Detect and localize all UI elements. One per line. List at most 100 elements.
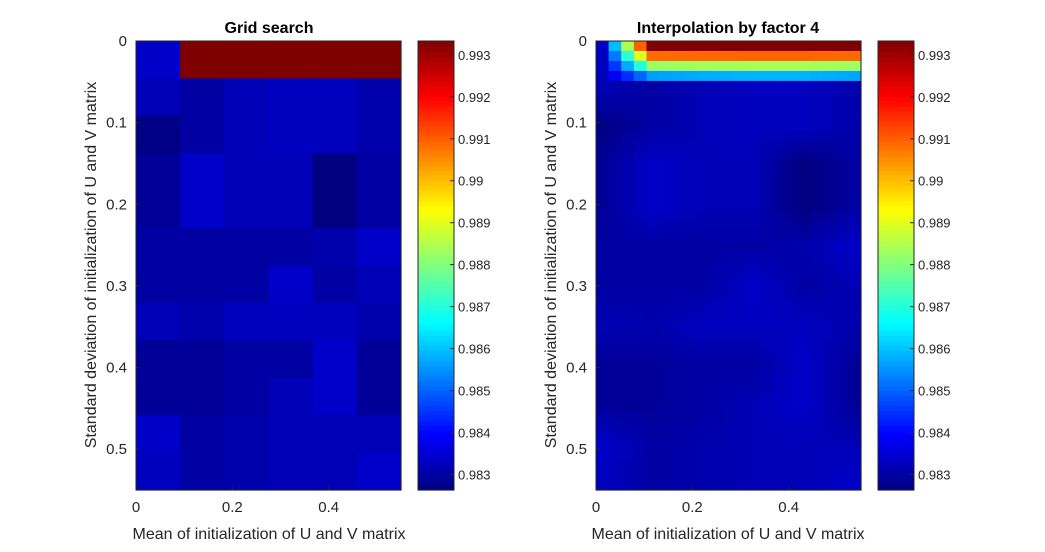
heatmap-cell <box>747 140 761 152</box>
heatmap-cell <box>760 430 774 441</box>
heatmap-cell <box>734 70 749 82</box>
heatmap-cell <box>224 190 270 229</box>
heatmap-cell <box>608 80 622 92</box>
heatmap-cell <box>810 120 824 132</box>
heatmap-cell <box>621 310 635 321</box>
heatmap-cell <box>722 70 736 82</box>
colorbar-segment <box>418 440 454 446</box>
heatmap-cell <box>659 380 673 391</box>
heatmap-cell <box>797 300 812 311</box>
heatmap-cell <box>772 470 786 481</box>
heatmap-cell <box>684 420 698 431</box>
heatmap-cell <box>596 50 610 62</box>
heatmap-cell <box>659 430 673 441</box>
heatmap-cell <box>835 430 849 441</box>
heatmap-cell <box>760 80 774 92</box>
heatmap-cell <box>785 280 799 292</box>
heatmap-cell <box>646 330 660 341</box>
heatmap-cell <box>823 80 837 92</box>
heatmap-cell <box>356 78 402 117</box>
heatmap-cell <box>835 170 849 182</box>
heatmap-cell <box>696 340 711 351</box>
heatmap-cell <box>596 370 610 381</box>
heatmap-cell <box>797 330 812 341</box>
heatmap-cell <box>734 310 749 321</box>
heatmap-cell <box>772 310 786 321</box>
heatmap-cell <box>835 330 849 341</box>
colorbar-segment <box>878 330 914 336</box>
heatmap-cell <box>312 190 358 229</box>
heatmap-cell <box>621 70 635 82</box>
colorbar-segment <box>878 360 914 366</box>
heatmap-cell <box>760 200 774 212</box>
heatmap-cell <box>671 110 685 122</box>
heatmap-cell <box>760 100 774 112</box>
heatmap-cell <box>747 80 761 92</box>
heatmap-cell <box>596 90 610 102</box>
colorbar-segment <box>418 55 454 62</box>
colorbar-segment <box>878 345 914 351</box>
heatmap-cell <box>696 190 711 202</box>
heatmap-cell <box>747 130 761 142</box>
heatmap-cell <box>797 240 812 252</box>
colorbar-tick-label: 0.986 <box>458 342 491 357</box>
heatmap-cell <box>722 50 736 62</box>
heatmap-cell <box>608 410 622 421</box>
heatmap-cell <box>848 100 862 112</box>
heatmap-cell <box>848 190 862 202</box>
heatmap-cell <box>136 190 181 229</box>
heatmap-cell <box>621 170 635 182</box>
heatmap-cell <box>608 90 622 102</box>
heatmap-cell <box>747 470 761 481</box>
heatmap-cell <box>760 170 774 182</box>
heatmap-cell <box>823 470 837 481</box>
heatmap-cell <box>785 160 799 172</box>
heatmap-cell <box>646 160 660 172</box>
heatmap-cell <box>596 300 610 311</box>
heatmap-cell <box>633 90 648 102</box>
heatmap-cell <box>747 240 761 252</box>
heatmap-cell <box>709 70 723 82</box>
heatmap-cell <box>772 50 786 62</box>
heatmap-cell <box>684 290 698 302</box>
heatmap-cell <box>823 320 837 331</box>
heatmap-cell <box>747 390 761 401</box>
heatmap-cell <box>696 460 711 471</box>
heatmap-cell <box>684 160 698 172</box>
heatmap-cell <box>734 400 749 411</box>
heatmap-cell <box>722 60 736 72</box>
heatmap-cell <box>671 450 685 461</box>
colorbar-segment <box>418 210 454 217</box>
heatmap-cell <box>671 340 685 351</box>
heatmap-cell <box>848 320 862 331</box>
heatmap-cell <box>659 80 673 92</box>
heatmap-cell <box>747 330 761 341</box>
heatmap-cell <box>734 360 749 371</box>
heatmap-cell <box>312 452 358 491</box>
heatmap-cell <box>848 140 862 152</box>
heatmap-cell <box>810 420 824 431</box>
heatmap-cell <box>684 450 698 461</box>
heatmap-cell <box>684 120 698 132</box>
heatmap-cell <box>823 300 837 311</box>
heatmap-cell <box>671 380 685 391</box>
heatmap-cell <box>696 430 711 441</box>
heatmap-cell <box>684 330 698 341</box>
heatmap-cell <box>734 160 749 172</box>
heatmap-cell <box>797 480 812 491</box>
heatmap-cell <box>684 350 698 361</box>
heatmap-cell <box>684 390 698 401</box>
heatmap-cell <box>810 410 824 421</box>
colorbar-tick-label: 0.986 <box>918 342 951 357</box>
heatmap-cell <box>823 250 837 262</box>
heatmap-cell <box>772 280 786 292</box>
heatmap-cell <box>659 110 673 122</box>
heatmap-cell <box>633 190 648 202</box>
colorbar-segment <box>418 65 454 72</box>
heatmap-cell <box>596 380 610 391</box>
heatmap-cell <box>596 41 610 52</box>
heatmap-cell <box>684 300 698 311</box>
heatmap-cell <box>797 200 812 212</box>
heatmap-cell <box>621 270 635 282</box>
colorbar-segment <box>418 185 454 192</box>
